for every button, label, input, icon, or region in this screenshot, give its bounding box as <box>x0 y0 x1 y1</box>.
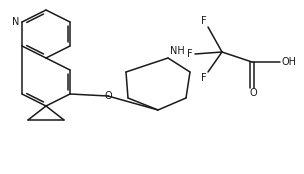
Text: F: F <box>201 73 207 83</box>
Text: F: F <box>201 16 207 26</box>
Text: N: N <box>12 17 19 27</box>
Text: OH: OH <box>281 57 296 67</box>
Text: NH: NH <box>170 46 185 56</box>
Text: O: O <box>249 88 257 98</box>
Text: O: O <box>104 91 112 101</box>
Text: F: F <box>187 49 193 59</box>
